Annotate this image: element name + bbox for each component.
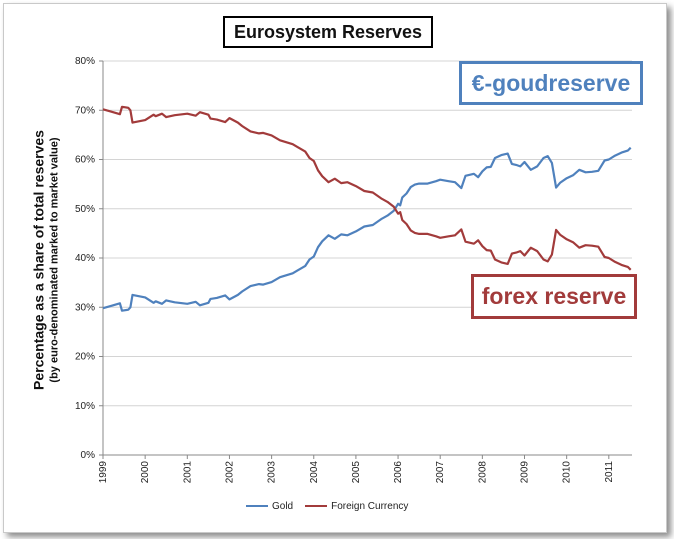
y-tick-label: 70%: [75, 105, 95, 116]
chart-title: Eurosystem Reserves: [223, 16, 433, 48]
y-tick-label: 80%: [75, 56, 95, 67]
x-tick-label: 2007: [435, 461, 446, 484]
x-tick-label: 2010: [562, 461, 573, 484]
legend-item-foreign-currency: Foreign Currency: [305, 501, 408, 512]
legend-label-foreign-currency: Foreign Currency: [331, 500, 409, 512]
x-tick-label: 2005: [351, 461, 362, 484]
gridlines: [103, 60, 632, 407]
legend-swatch-gold: [246, 505, 268, 507]
x-tick-label: 2004: [309, 461, 320, 484]
y-tick-label: 40%: [75, 253, 95, 264]
x-tick-label: 1999: [98, 461, 109, 484]
y-axis-label-line1: Percentage as a share of total reserves: [30, 130, 47, 390]
legend-swatch-foreign-currency: [305, 505, 328, 507]
x-tick-label: 2011: [604, 461, 615, 483]
legend-item-gold: Gold: [246, 501, 293, 512]
y-tick-label: 20%: [75, 352, 95, 363]
x-tick-label: 2008: [477, 461, 488, 484]
y-tick-label: 60%: [75, 155, 95, 166]
x-tick-label: 2002: [224, 461, 235, 484]
y-axis-label: Percentage as a share of total reserves …: [31, 130, 62, 390]
y-axis-label-line2: (by euro-denominated marked to market va…: [48, 137, 61, 383]
axes: 0% 10% 20% 30% 40% 50% 60% 70% 80% 1999 2000 2001 20…: [75, 56, 632, 483]
y-tick-label: 50%: [75, 204, 95, 215]
x-tick-label: 2003: [267, 461, 278, 484]
x-tick-label: 2000: [140, 461, 151, 484]
series-lines: [102, 105, 632, 312]
series-line-foreign-currency: [102, 105, 632, 271]
legend-label-gold: Gold: [272, 500, 294, 512]
y-tick-label: 0%: [81, 450, 96, 461]
forex-annotation: forex reserve: [471, 274, 637, 319]
gold-annotation: €-goudreserve: [459, 61, 643, 105]
series-line-gold: [102, 146, 632, 312]
y-tick-label: 10%: [75, 401, 95, 412]
legend: Gold Foreign Currency: [246, 498, 420, 514]
x-tick-label: 2001: [182, 461, 193, 484]
x-tick-label: 2006: [393, 461, 404, 484]
y-tick-label: 30%: [75, 302, 95, 313]
x-tick-label: 2009: [520, 461, 531, 484]
